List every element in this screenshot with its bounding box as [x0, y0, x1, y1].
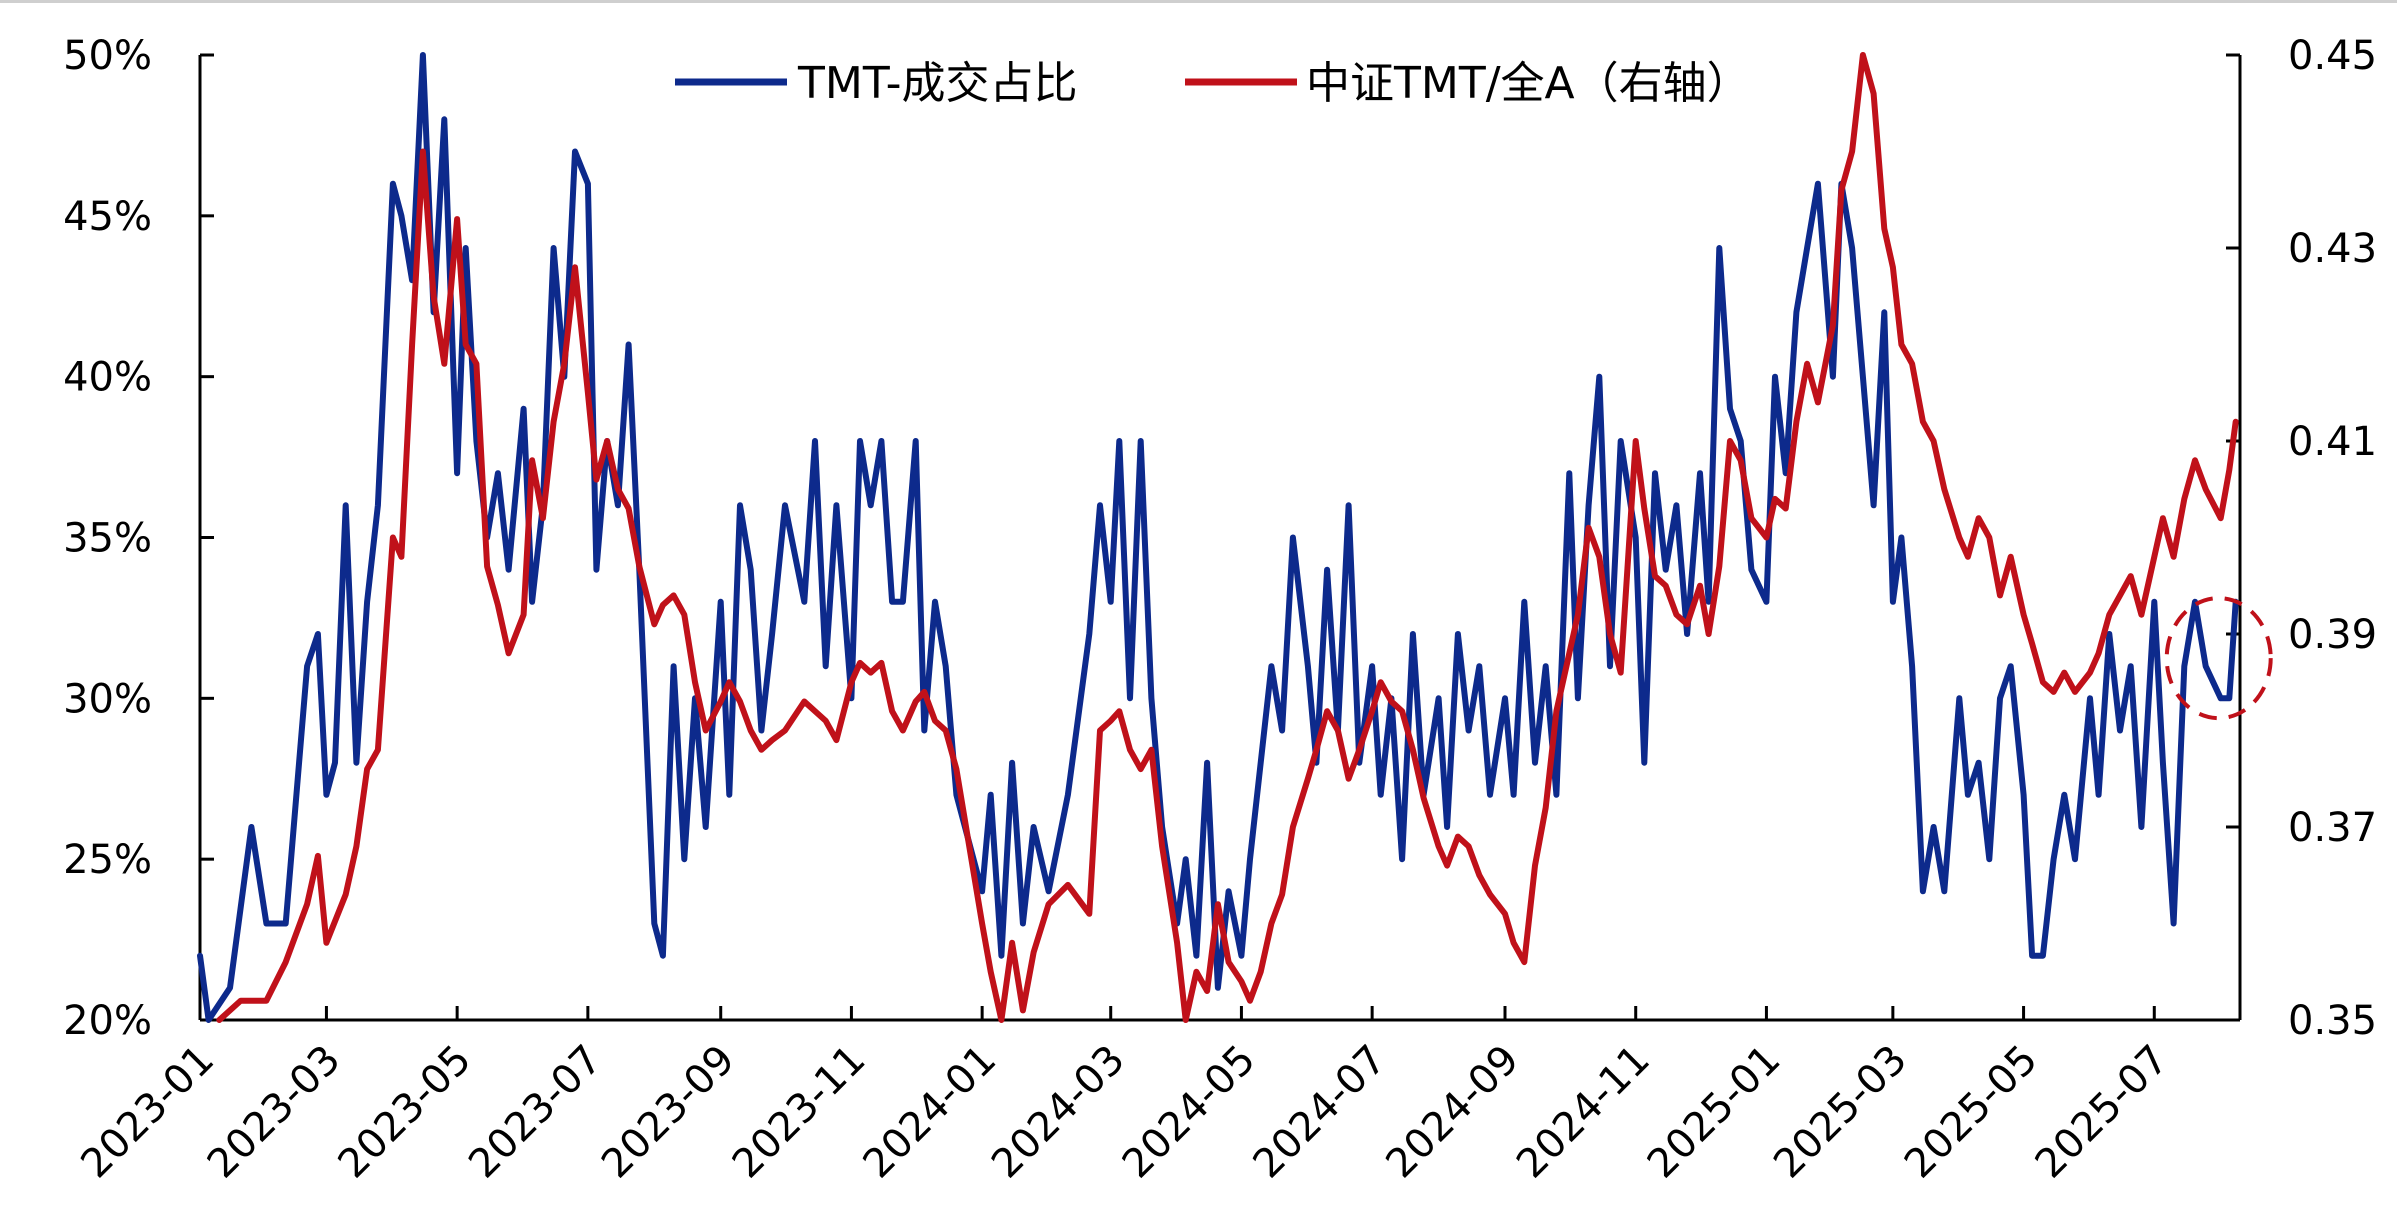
x-tick-label: 2024-07	[1245, 1037, 1396, 1188]
y-right-tick-label: 0.41	[2288, 419, 2377, 465]
series-line-tmt-turnover-share	[197, 52, 2239, 1023]
x-tick-label: 2025-01	[1639, 1037, 1790, 1188]
x-tick-label: 2023-07	[460, 1037, 611, 1188]
x-tick-label: 2024-03	[983, 1037, 1134, 1188]
legend: TMT-成交占比 中证TMT/全A（右轴）	[675, 58, 1751, 109]
y-left-tick-label: 20%	[63, 998, 152, 1044]
x-tick-label: 2023-11	[724, 1037, 875, 1188]
x-tick-label: 2023-03	[199, 1037, 350, 1188]
x-tick-label: 2023-05	[330, 1037, 481, 1188]
series-line-tmt-to-all-a-ratio	[216, 52, 2239, 1023]
y-right-tick-label: 0.45	[2288, 33, 2377, 79]
x-tick-label: 2025-05	[1896, 1037, 2047, 1188]
series-layer	[197, 52, 2239, 1023]
x-tick-label: 2025-03	[1765, 1037, 1916, 1188]
y-left-tick-label: 25%	[63, 837, 152, 883]
y-right-tick-label: 0.35	[2288, 998, 2377, 1044]
axes: 20% 25% 30% 35% 40% 45% 50% 0.35 0.37 0.39 0.41 0.4…	[0, 0, 2397, 1188]
y-right-tick-label: 0.39	[2288, 612, 2377, 658]
x-tick-label: 2025-07	[2027, 1037, 2178, 1188]
y-left-tick-label: 35%	[63, 516, 152, 562]
annotation-layer	[2164, 596, 2273, 721]
y-left-tick-label: 30%	[63, 676, 152, 722]
legend-label: TMT-成交占比	[797, 58, 1078, 109]
y-left-tick-label: 40%	[63, 355, 152, 401]
y-right-tick-label: 0.37	[2288, 805, 2377, 851]
y-left-tick-label: 50%	[63, 33, 152, 79]
legend-label: 中证TMT/全A（右轴）	[1306, 58, 1751, 109]
highlight-dashed-circle	[2164, 596, 2273, 721]
y-left-tick-label: 45%	[63, 194, 152, 240]
x-tick-label: 2024-11	[1508, 1037, 1659, 1188]
x-tick-label: 2024-01	[855, 1037, 1006, 1188]
x-tick-label: 2023-01	[72, 1037, 223, 1188]
y-right-tick-label: 0.43	[2288, 226, 2377, 272]
x-tick-label: 2024-09	[1377, 1037, 1528, 1188]
x-tick-label: 2023-09	[593, 1037, 744, 1188]
x-tick-label: 2024-05	[1114, 1037, 1265, 1188]
